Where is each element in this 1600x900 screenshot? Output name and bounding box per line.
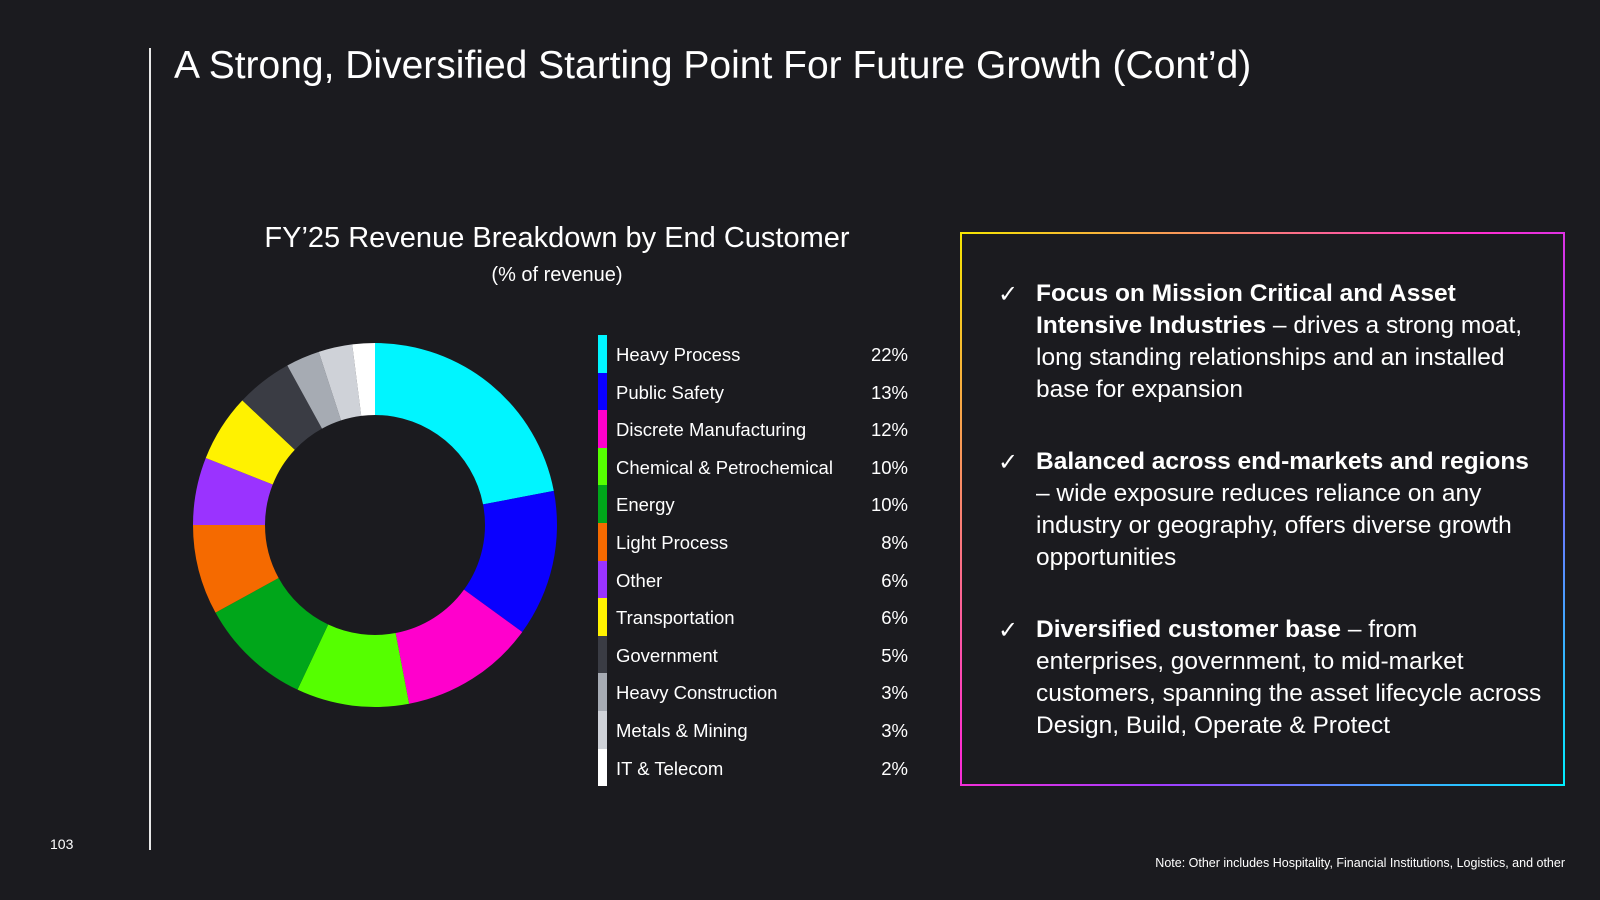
legend-swatch	[598, 635, 607, 674]
legend-value: 22%	[870, 344, 908, 365]
legend-value: 8%	[881, 531, 908, 553]
donut-slice-energy	[215, 577, 329, 690]
legend-swatch	[598, 335, 607, 373]
legend-row: Public Safety 13%	[598, 372, 918, 411]
donut-slice-metals-mining	[318, 344, 362, 421]
legend-row: Light Process 8%	[598, 522, 918, 561]
legend-value: 6%	[881, 569, 908, 591]
legend-label: Heavy Process	[616, 344, 741, 365]
legend-swatch	[598, 560, 607, 599]
legend-value: 2%	[881, 757, 908, 779]
legend-label: Chemical & Petrochemical	[616, 456, 833, 478]
key-point-text: Focus on Mission Critical and Asset Inte…	[1036, 278, 1546, 406]
legend-swatch	[598, 410, 607, 448]
legend-row: Heavy Process 22%	[598, 335, 918, 373]
legend-value: 5%	[881, 644, 908, 666]
key-points-box: ✓ Focus on Mission Critical and Asset In…	[960, 232, 1565, 786]
legend-row: Metals & Mining 3%	[598, 710, 918, 749]
legend-value: 10%	[870, 456, 908, 478]
legend-value: 6%	[881, 607, 908, 629]
legend-label: Energy	[616, 494, 675, 516]
legend-swatch	[598, 673, 607, 711]
donut-slice-light-process	[193, 525, 279, 613]
legend-row: Transportation 6%	[598, 598, 918, 636]
legend-label: Heavy Construction	[616, 682, 778, 704]
donut-slice-transportation	[205, 400, 295, 485]
legend-label: Other	[616, 569, 663, 591]
key-point-heading: Diversified customer base	[1036, 616, 1342, 643]
legend-value: 13%	[870, 381, 908, 403]
legend-row: Heavy Construction 3%	[598, 673, 918, 711]
legend-row: Government 5%	[598, 635, 918, 674]
footnote: Note: Other includes Hospitality, Financ…	[1155, 856, 1565, 870]
title-divider-line	[149, 48, 151, 850]
legend-value: 10%	[870, 494, 908, 516]
chart-subtitle: (% of revenue)	[491, 264, 623, 286]
legend-row: Discrete Manufacturing 12%	[598, 410, 918, 448]
legend-value: 12%	[870, 419, 908, 441]
key-point-heading: Focus on Mission Critical and Asset Inte…	[1036, 280, 1456, 339]
key-point-body: – drives a strong moat, long standing re…	[1036, 312, 1523, 403]
check-mark-icon: ✓	[998, 616, 1019, 644]
donut-slice-other	[193, 458, 273, 525]
donut-slice-public-safety	[463, 490, 557, 632]
legend-row: Other 6%	[598, 560, 918, 599]
legend-label: Metals & Mining	[616, 719, 748, 741]
donut-slice-discrete-manufacturing	[395, 589, 523, 704]
legend-label: Light Process	[616, 531, 729, 553]
donut-slice-heavy-process	[375, 343, 554, 505]
legend-row: IT & Telecom 2%	[598, 748, 918, 787]
donut-chart	[193, 343, 557, 707]
legend-swatch	[598, 372, 607, 411]
key-point-heading: Balanced across end-markets and regions	[1036, 448, 1529, 475]
chart-legend: Heavy Process 22% Public Safety 13% Disc…	[598, 335, 918, 787]
donut-slice-it-telecom	[352, 343, 375, 416]
legend-label: Public Safety	[616, 381, 724, 403]
legend-value: 3%	[881, 719, 908, 741]
slide-title: A Strong, Diversified Starting Point For…	[174, 44, 1252, 87]
legend-label: Transportation	[616, 607, 735, 629]
legend-label: IT & Telecom	[616, 757, 724, 779]
legend-label: Government	[616, 644, 718, 666]
key-point-text: Diversified customer base – from enterpr…	[1036, 614, 1546, 742]
legend-swatch	[598, 485, 607, 523]
legend-swatch	[598, 447, 607, 486]
legend-row: Chemical & Petrochemical 10%	[598, 447, 918, 486]
key-point-text: Balanced across end-markets and regions …	[1036, 446, 1546, 574]
legend-swatch	[598, 710, 607, 749]
donut-slice-heavy-construction	[287, 351, 342, 429]
legend-swatch	[598, 748, 607, 787]
legend-label: Discrete Manufacturing	[616, 419, 807, 441]
chart-title: FY’25 Revenue Breakdown by End Customer	[264, 222, 850, 254]
donut-slice-government	[242, 365, 323, 450]
check-mark-icon: ✓	[998, 448, 1019, 476]
page-number: 103	[50, 836, 74, 852]
legend-swatch	[598, 522, 607, 561]
key-point-body: – wide exposure reduces reliance on any …	[1036, 480, 1512, 571]
legend-value: 3%	[881, 682, 908, 704]
donut-slice-chemical-petrochemical	[297, 624, 410, 707]
legend-row: Energy 10%	[598, 485, 918, 523]
legend-swatch	[598, 598, 607, 636]
check-mark-icon: ✓	[998, 280, 1019, 308]
key-point-body: – from enterprises, government, to mid-m…	[1036, 616, 1542, 739]
